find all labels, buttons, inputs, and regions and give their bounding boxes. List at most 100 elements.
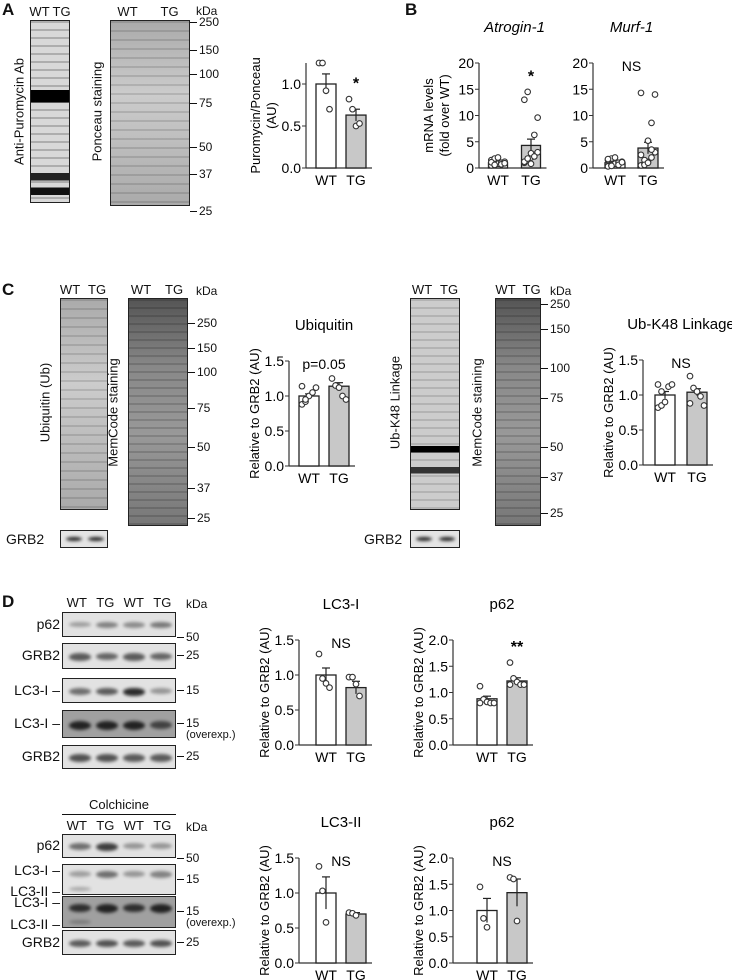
data-point <box>315 650 323 658</box>
mw-marker: 25 <box>177 648 199 662</box>
data-point <box>352 680 360 688</box>
y-tick-label: 1.5 <box>275 850 295 866</box>
data-point <box>530 153 538 160</box>
data-point <box>651 91 659 98</box>
mw-marker: 37 <box>190 167 212 181</box>
grb2-blot <box>410 530 460 548</box>
kda-label: kDa <box>196 284 218 298</box>
mw-marker: 50 <box>177 630 199 644</box>
mw-marker: 15 <box>177 683 199 697</box>
bar-tg <box>345 686 367 746</box>
bar-tg <box>345 913 367 964</box>
panel-label-a: A <box>2 0 15 19</box>
mw-marker: 37 <box>541 470 563 484</box>
lane-labels: WT TG <box>106 4 190 19</box>
y-tick-label: 0.0 <box>265 458 285 474</box>
mw-marker: 150 <box>190 43 219 57</box>
data-point <box>661 398 669 406</box>
x-tick-label: WT <box>604 172 626 188</box>
data-point <box>693 388 701 395</box>
data-point <box>319 887 326 895</box>
y-tick-label: 1.0 <box>265 388 285 404</box>
y-tick-label: 10 <box>458 108 474 124</box>
data-point <box>309 389 316 396</box>
data-point <box>490 699 498 707</box>
data-point <box>319 59 326 67</box>
data-point <box>648 119 655 127</box>
mw-marker: 15 <box>177 904 199 918</box>
y-axis-label: Puromycin/Ponceau <box>248 57 263 173</box>
y-tick-label: 1.0 <box>619 387 639 403</box>
blot-grb2 <box>62 745 176 769</box>
ub-k48-blot <box>410 298 460 510</box>
lane-labels: WT TG WT TG <box>62 818 176 833</box>
x-tick-label: TG <box>346 172 365 188</box>
data-point <box>480 915 487 922</box>
data-point <box>608 162 615 170</box>
mw-marker: 75 <box>188 401 210 415</box>
y-tick-label: 0.5 <box>265 423 285 439</box>
grb2-label: GRB2 <box>6 531 45 547</box>
grb2-blot <box>60 530 108 548</box>
data-point <box>506 681 514 688</box>
blot-row-label: LC3-II – <box>10 916 60 932</box>
data-point <box>524 155 532 162</box>
data-point <box>342 396 350 403</box>
data-point <box>686 372 694 380</box>
data-point <box>527 160 535 168</box>
data-point <box>648 154 655 161</box>
y-tick-label: 0.0 <box>429 955 449 971</box>
lane-label: TG <box>88 282 107 297</box>
mw-marker: 25 <box>188 511 210 525</box>
blot-row-label: p62 <box>36 615 60 632</box>
lane-labels: WT TG <box>28 4 72 19</box>
y-tick-label: 1.5 <box>265 353 285 369</box>
data-point <box>356 120 363 127</box>
mw-marker: 50 <box>188 440 210 454</box>
blot-row-label: GRB2 <box>21 748 60 764</box>
blot-row-label: LC3-I – <box>14 715 60 731</box>
x-tick-label: TG <box>507 749 526 765</box>
y-tick-label: 20 <box>572 55 588 71</box>
y-tick-label: 0.0 <box>275 737 295 753</box>
data-point <box>668 381 676 388</box>
y-tick-label: 1.0 <box>275 667 295 683</box>
y-tick-label: 5 <box>466 134 474 150</box>
y-tick-label: 20 <box>458 55 474 71</box>
y-axis-label: (fold over WT) <box>437 74 452 156</box>
lane-label: TG <box>160 4 179 19</box>
x-tick-label: TG <box>346 749 365 765</box>
data-point <box>648 146 655 153</box>
mw-marker: 25 <box>541 506 563 520</box>
data-point <box>530 131 538 139</box>
chart-title: p62 <box>489 814 514 831</box>
x-tick-label: TG <box>346 967 365 980</box>
x-tick-label: WT <box>315 967 337 980</box>
chart-title: Ubiquitin <box>295 317 353 334</box>
mw-marker: 15 <box>177 872 199 886</box>
colchicine-label: Colchicine <box>62 797 176 815</box>
panel-label-d: D <box>2 592 15 611</box>
lane-label: WT <box>130 282 152 297</box>
y-tick-label: 1.5 <box>275 632 295 648</box>
lane-label: WT <box>29 4 50 19</box>
chart-title: p62 <box>489 596 514 613</box>
ubiquitin-blot <box>60 298 108 510</box>
x-tick-label: TG <box>507 967 526 980</box>
y-tick-label: 0.5 <box>275 702 295 718</box>
blot-row-label: p62 <box>36 837 60 853</box>
data-point <box>644 137 652 145</box>
overexposure-note: (overexp.) <box>186 729 236 741</box>
y-tick-label: 15 <box>572 81 588 97</box>
kda-label: kDa <box>550 284 572 298</box>
data-point <box>326 105 333 113</box>
y-axis-label: Relative to GRB2 (AU) <box>247 348 262 479</box>
chart-title: Atrogin-1 <box>483 19 545 36</box>
data-point <box>322 680 330 687</box>
data-point <box>700 402 708 409</box>
mw-marker: 100 <box>188 365 217 379</box>
data-point <box>494 154 502 161</box>
data-point <box>534 148 542 156</box>
